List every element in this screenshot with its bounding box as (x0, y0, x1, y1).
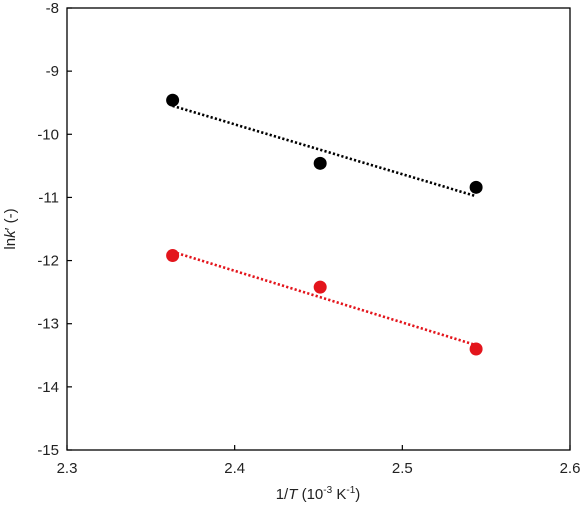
data-point-series-1 (313, 156, 327, 170)
x-axis-ticks: 2.3 2.4 2.5 2.6 (57, 445, 581, 477)
data-point-series-1 (166, 93, 180, 107)
y-tick-label: -14 (37, 379, 59, 396)
y-tick-label: -12 (37, 253, 59, 270)
y-tick-label: -13 (37, 316, 59, 333)
x-tick-label: 2.6 (560, 460, 581, 477)
y-tick-label: -9 (46, 63, 59, 80)
data-point-series-2 (313, 280, 327, 294)
y-axis-ticks: -15 -14 -13 -12 -11 -10 -9 -8 (37, 0, 72, 459)
y-tick-label: -11 (38, 189, 59, 206)
trendlines (172, 104, 477, 347)
y-tick-label: -15 (37, 442, 59, 459)
x-tick-label: 2.3 (57, 460, 78, 477)
data-points (166, 93, 483, 356)
y-axis-label: lnk′ (-) (2, 208, 19, 249)
data-point-series-2 (469, 342, 483, 356)
x-tick-label: 2.4 (224, 460, 245, 477)
x-axis-label: 1/T (10-3 K-1) (276, 485, 361, 503)
plot-frame (66, 7, 571, 451)
x-tick-label: 2.5 (392, 460, 413, 477)
y-tick-label: -10 (37, 126, 59, 143)
trendline-series-2 (172, 250, 477, 347)
y-tick-label: -8 (46, 0, 59, 17)
data-point-series-1 (469, 180, 483, 194)
data-point-series-2 (166, 249, 180, 263)
